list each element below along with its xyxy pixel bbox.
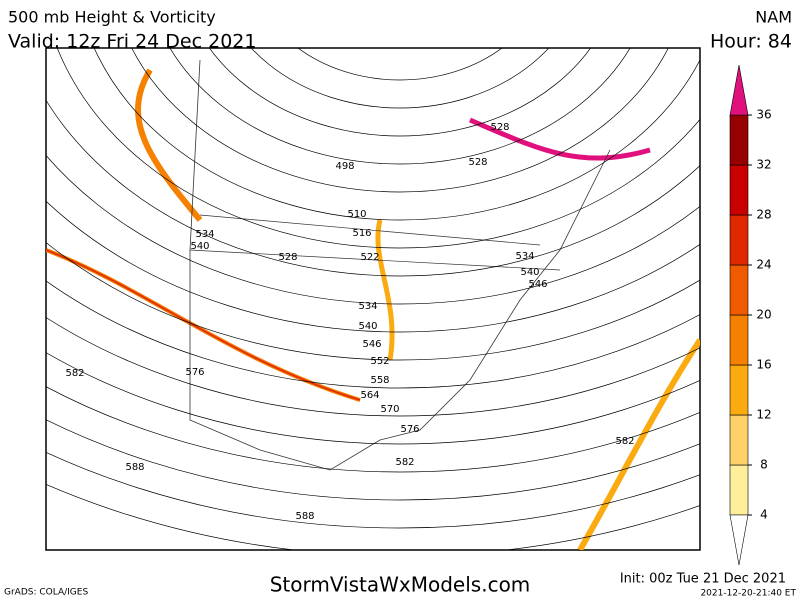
colorbar-under <box>729 514 749 566</box>
colorbar-segment <box>729 214 749 266</box>
coastline <box>189 59 611 471</box>
height-contour <box>46 241 700 361</box>
contour-label: 528 <box>468 157 487 168</box>
colorbar-segment <box>729 114 749 166</box>
height-contour <box>46 316 700 417</box>
init-time: Init: 00z Tue 21 Dec 2021 <box>620 572 786 587</box>
contour-label: 588 <box>125 462 144 473</box>
contour-label: 510 <box>347 209 366 220</box>
height-contour <box>46 200 700 333</box>
contour-label: 528 <box>278 252 297 263</box>
colorbar-tick-label: 16 <box>756 358 771 372</box>
contour-label: 564 <box>360 390 379 401</box>
colorbar-segment <box>729 464 749 516</box>
height-contour <box>46 154 700 305</box>
vorticity-swath <box>577 338 700 550</box>
height-contour <box>46 99 700 277</box>
timestamp: 2021-12-20-21:40 ET <box>700 589 796 599</box>
colorbar-segment <box>729 264 749 316</box>
contour-label: 582 <box>395 457 414 468</box>
contour-label: 516 <box>352 228 371 239</box>
contour-label: 498 <box>335 161 354 172</box>
contour-label: 576 <box>400 424 419 435</box>
height-contour <box>250 48 550 109</box>
title: 500 mb Height & Vorticity <box>8 8 216 27</box>
colorbar-segment <box>729 414 749 466</box>
forecast-hour: Hour: 84 <box>710 31 792 53</box>
vorticity-swath <box>375 219 395 361</box>
colorbar-tick-label: 32 <box>756 158 771 172</box>
colorbar-tick-label: 4 <box>760 508 768 522</box>
contour-label: 582 <box>65 368 84 379</box>
contour-label: 588 <box>295 511 314 522</box>
colorbar-tick-label: 20 <box>756 308 771 322</box>
vorticity-swath <box>135 68 203 222</box>
height-contour <box>169 48 631 165</box>
contour-label: 540 <box>190 241 209 252</box>
contour-label: 576 <box>185 367 204 378</box>
contour-label: 582 <box>615 436 634 447</box>
height-contour <box>209 48 591 137</box>
height-contour <box>46 385 700 473</box>
contour-label: 522 <box>360 252 379 263</box>
contour-label: 540 <box>520 267 539 278</box>
credit: GrADS: COLA/IGES <box>4 588 88 598</box>
height-contour <box>46 351 700 445</box>
height-contour <box>46 280 700 389</box>
contour-label: 540 <box>358 321 377 332</box>
colorbar-segment <box>729 364 749 416</box>
height-contour <box>46 451 700 529</box>
valid-time: Valid: 12z Fri 24 Dec 2021 <box>8 31 256 53</box>
site: StormVistaWxModels.com <box>270 573 531 597</box>
colorbar-tick-label: 28 <box>756 208 771 222</box>
vorticity-swath <box>46 249 361 401</box>
map-area: 5284985105165225345405285345405465525585… <box>46 48 700 550</box>
colorbar-tick-label: 8 <box>760 458 768 472</box>
height-contour <box>297 48 503 81</box>
colorbar-tick-label: 12 <box>756 408 771 422</box>
height-contour <box>93 48 700 221</box>
contour-label: 546 <box>362 339 381 350</box>
contour-label: 534 <box>358 301 377 312</box>
contour-label: 528 <box>490 122 509 133</box>
colorbar-segment <box>729 164 749 216</box>
contour-label: 534 <box>515 251 534 262</box>
colorbar-tick-label: 36 <box>756 108 771 122</box>
colorbar-over <box>729 64 749 116</box>
contour-label: 552 <box>370 356 389 367</box>
contour-label: 570 <box>380 404 399 415</box>
colorbar-tick-label: 24 <box>756 258 771 272</box>
height-contour <box>56 48 700 249</box>
contour-label: 534 <box>195 229 214 240</box>
height-contour <box>131 48 669 193</box>
height-contour <box>46 419 700 501</box>
model: NAM <box>755 8 792 27</box>
vorticity-swath <box>600 100 640 140</box>
contour-label: 546 <box>528 279 547 290</box>
colorbar-segment <box>729 314 749 366</box>
contour-label: 558 <box>370 375 389 386</box>
